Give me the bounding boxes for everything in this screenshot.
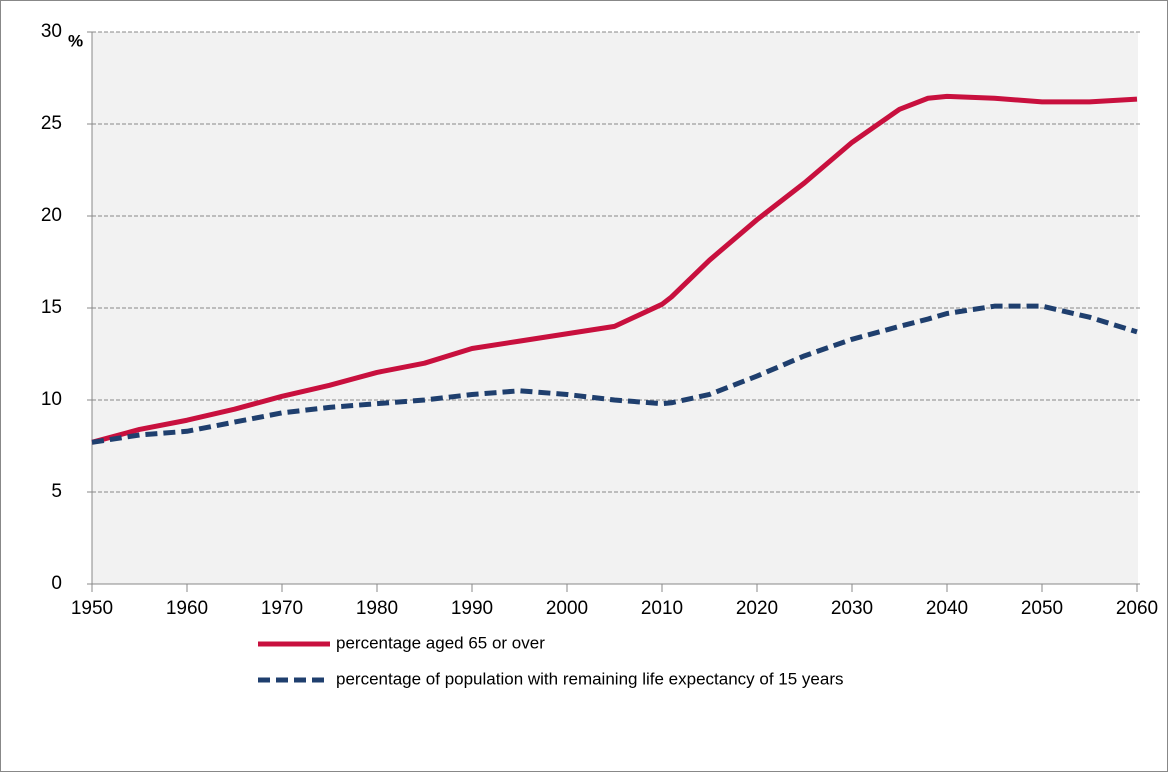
- y-tick-label: 20: [41, 205, 62, 226]
- y-tick-label: 5: [51, 481, 62, 502]
- y-tick-label: 15: [41, 297, 62, 318]
- legend-label: percentage of population with remaining …: [336, 669, 843, 688]
- x-tick-label: 2060: [1116, 598, 1158, 619]
- series-line: [91, 93, 1138, 445]
- legend-label: percentage aged 65 or over: [336, 633, 545, 652]
- x-tick-label: 1950: [71, 598, 113, 619]
- x-tick-label: 2030: [831, 598, 873, 619]
- x-tick-label: 2010: [641, 598, 683, 619]
- x-tick-label: 1970: [261, 598, 303, 619]
- x-tick-label: 1960: [166, 598, 208, 619]
- x-tick-label: 1990: [451, 598, 493, 619]
- x-tick-label: 2020: [736, 598, 778, 619]
- x-tick-label: 2050: [1021, 598, 1063, 619]
- series-line: [91, 303, 1138, 445]
- x-tick-label: 2040: [926, 598, 968, 619]
- y-tick-label: 25: [41, 113, 62, 134]
- y-unit: %: [68, 31, 83, 50]
- y-tick-label: 0: [51, 573, 62, 594]
- y-tick-label: 10: [41, 389, 62, 410]
- y-tick-label: 30: [41, 21, 62, 42]
- x-tick-label: 2000: [546, 598, 588, 619]
- x-tick-label: 1980: [356, 598, 398, 619]
